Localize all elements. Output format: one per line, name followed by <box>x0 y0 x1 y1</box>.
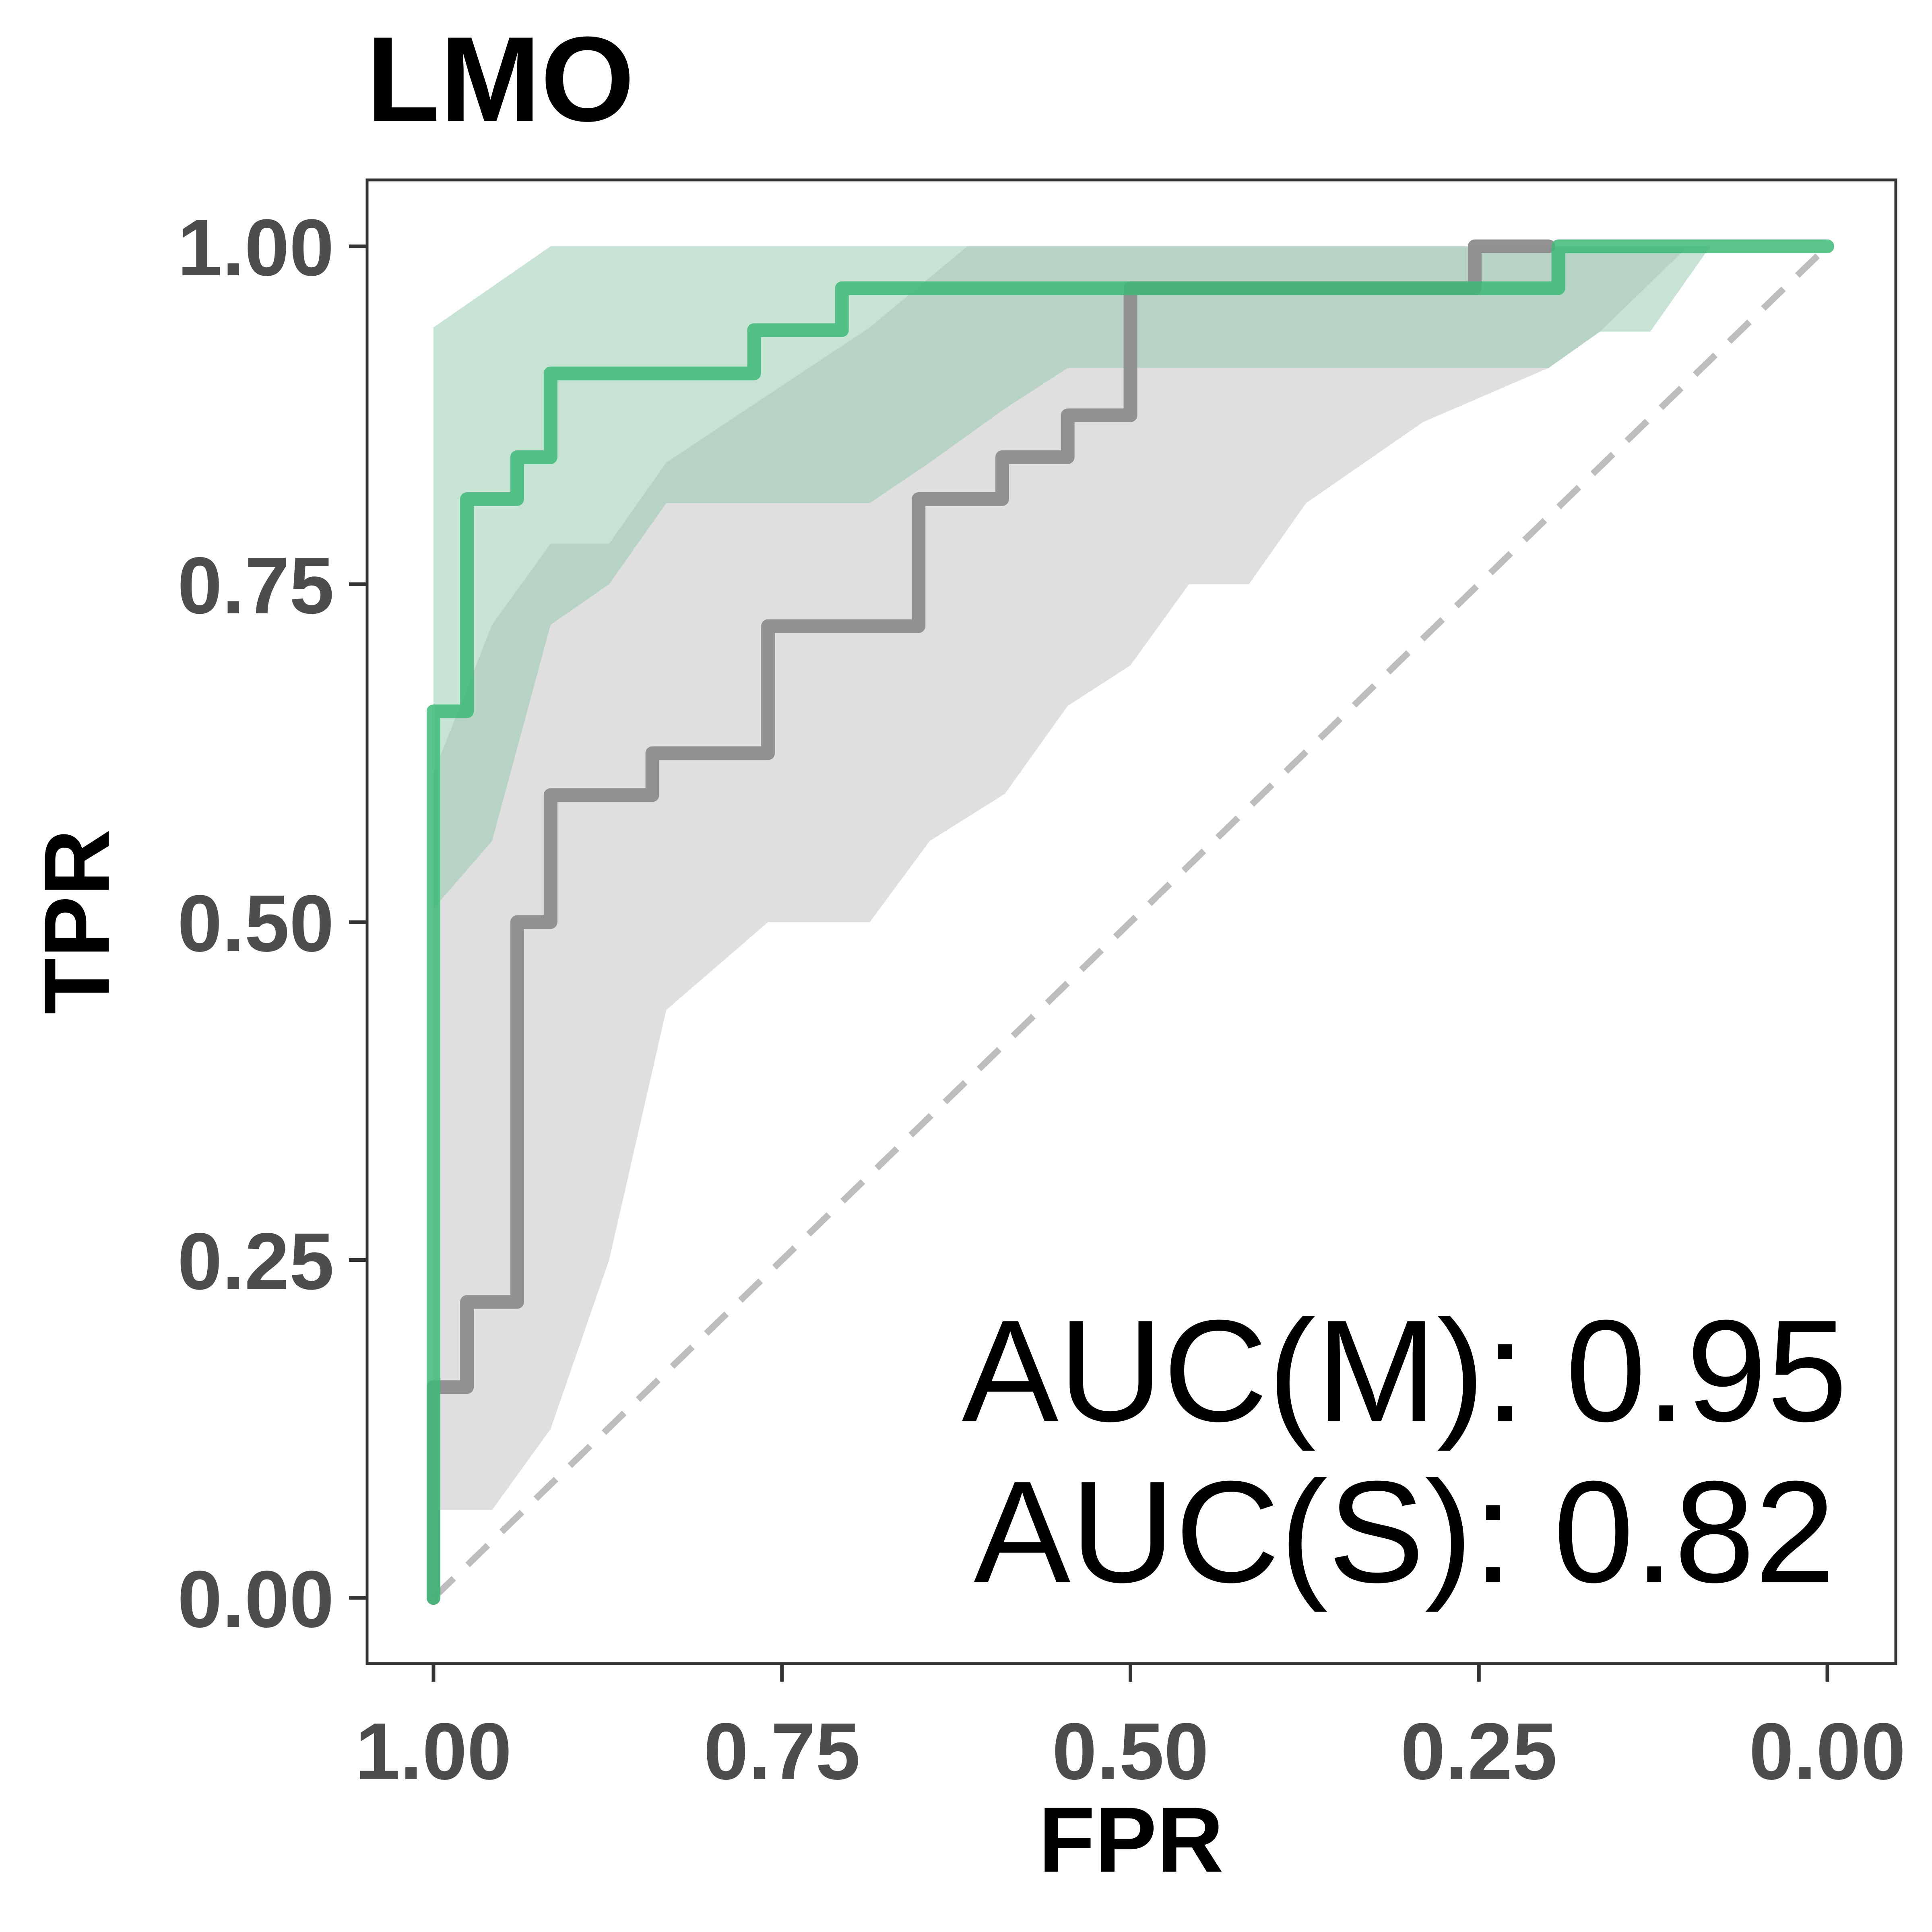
chart-title: LMO <box>366 11 635 147</box>
auc-annotation-m: AUC(M): 0.95 <box>962 1290 1847 1453</box>
y-tick-label-3: 0.75 <box>178 541 334 631</box>
x-tick-label-3: 0.25 <box>1401 1707 1557 1796</box>
x-axis-ticks: 1.00 0.75 0.50 0.25 0.00 <box>355 1664 1906 1796</box>
y-tick-label-4: 1.00 <box>178 203 334 293</box>
y-tick-label-1: 0.25 <box>178 1217 334 1307</box>
auc-annotation-s: AUC(S): 0.82 <box>974 1451 1835 1614</box>
confidence-band-1 <box>433 246 1827 1510</box>
confidence-bands <box>433 246 1827 1510</box>
chance-diagonal-line <box>431 244 1830 1600</box>
y-axis-title: TPR <box>25 829 128 1014</box>
roc-curve-2 <box>427 239 1834 1605</box>
x-tick-label-4: 0.00 <box>1749 1707 1905 1796</box>
y-axis-ticks: 0.00 0.25 0.50 0.75 1.00 <box>178 203 367 1644</box>
y-tick-label-2: 0.50 <box>178 879 334 968</box>
x-tick-label-1: 0.75 <box>704 1707 860 1796</box>
x-tick-label-0: 1.00 <box>355 1707 512 1796</box>
y-tick-label-0: 0.00 <box>178 1554 334 1644</box>
roc-curves <box>427 239 1834 1605</box>
x-tick-label-2: 0.50 <box>1052 1707 1209 1796</box>
confidence-band-2 <box>433 246 1827 909</box>
roc-curve-1 <box>427 239 1556 1605</box>
x-axis-title: FPR <box>1038 1788 1224 1891</box>
